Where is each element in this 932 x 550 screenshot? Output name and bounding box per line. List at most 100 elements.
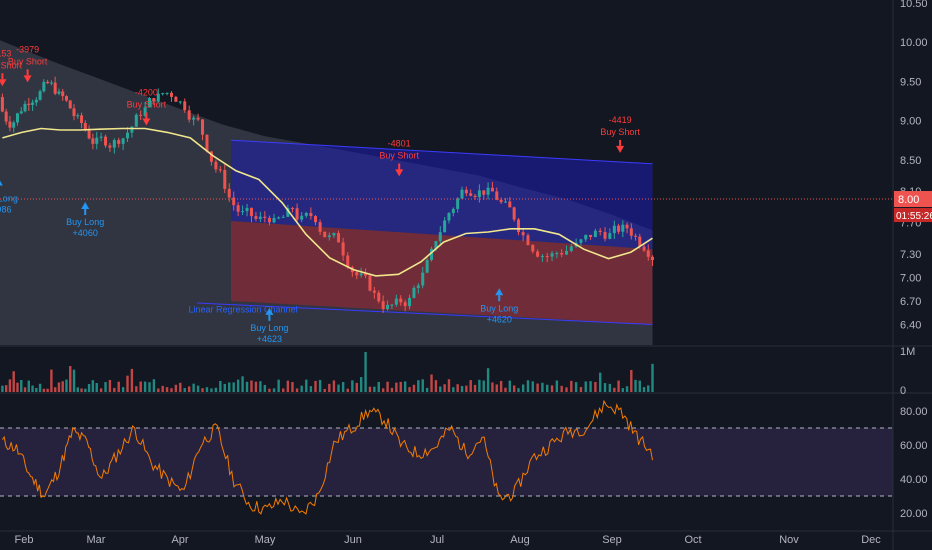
- candle-body[interactable]: [281, 216, 285, 218]
- candle-body[interactable]: [327, 235, 331, 238]
- candle-body[interactable]: [545, 256, 549, 258]
- volume-bar[interactable]: [201, 388, 204, 392]
- candle-body[interactable]: [83, 122, 87, 130]
- candle-body[interactable]: [80, 115, 84, 123]
- volume-bar[interactable]: [254, 381, 258, 392]
- volume-bar[interactable]: [268, 388, 271, 392]
- candle-body[interactable]: [536, 251, 540, 257]
- candle-body[interactable]: [178, 101, 182, 103]
- volume-bar[interactable]: [555, 380, 559, 392]
- volume-bar[interactable]: [135, 386, 138, 392]
- volume-bar[interactable]: [241, 376, 244, 392]
- candle-body[interactable]: [76, 115, 80, 117]
- candle-body[interactable]: [53, 82, 57, 94]
- candle-body[interactable]: [394, 298, 398, 305]
- candle-body[interactable]: [368, 275, 372, 291]
- candle-body[interactable]: [165, 92, 169, 94]
- volume-bar[interactable]: [395, 382, 398, 392]
- volume-bar[interactable]: [579, 387, 583, 392]
- volume-bar[interactable]: [351, 380, 354, 392]
- volume-bar[interactable]: [368, 386, 372, 392]
- volume-bar[interactable]: [430, 374, 433, 392]
- volume-bar[interactable]: [196, 385, 200, 392]
- volume-bar[interactable]: [35, 387, 38, 392]
- volume-bar[interactable]: [113, 387, 116, 392]
- candle-body[interactable]: [95, 137, 99, 144]
- candle-body[interactable]: [346, 255, 350, 268]
- signal-short-4[interactable]: -4200 Buy Short: [127, 87, 167, 126]
- candle-body[interactable]: [464, 189, 468, 194]
- volume-bar[interactable]: [346, 388, 349, 392]
- candle-body[interactable]: [495, 191, 499, 200]
- candle-body[interactable]: [258, 216, 262, 219]
- candle-body[interactable]: [134, 114, 138, 127]
- volume-bar[interactable]: [69, 365, 72, 392]
- volume-bar[interactable]: [647, 385, 650, 392]
- volume-bar[interactable]: [337, 384, 340, 392]
- volume-bar[interactable]: [377, 381, 380, 392]
- candle-body[interactable]: [72, 108, 76, 117]
- candle-body[interactable]: [148, 98, 152, 108]
- candle-body[interactable]: [46, 81, 50, 84]
- volume-bar[interactable]: [259, 381, 262, 392]
- volume-bar[interactable]: [165, 387, 169, 392]
- candle-body[interactable]: [245, 207, 249, 212]
- candle-body[interactable]: [126, 132, 130, 139]
- volume-bar[interactable]: [87, 384, 91, 392]
- volume-bar[interactable]: [1, 385, 4, 392]
- volume-bar[interactable]: [434, 380, 438, 392]
- volume-bar[interactable]: [305, 379, 308, 392]
- volume-bar[interactable]: [638, 380, 641, 392]
- signal-short-1[interactable]: -3979 Buy Short: [8, 44, 48, 83]
- signal-long-2[interactable]: Buy Long+3986: [0, 179, 18, 215]
- candle-body[interactable]: [31, 102, 35, 105]
- volume-bar[interactable]: [536, 383, 539, 392]
- volume-bar[interactable]: [232, 382, 235, 392]
- volume-bar[interactable]: [277, 379, 280, 392]
- candle-body[interactable]: [490, 187, 494, 192]
- volume-bar[interactable]: [152, 379, 156, 392]
- candle-body[interactable]: [27, 103, 31, 105]
- volume-bar[interactable]: [608, 383, 612, 392]
- candle-body[interactable]: [612, 225, 616, 234]
- candle-body[interactable]: [323, 231, 327, 238]
- candle-body[interactable]: [236, 205, 240, 212]
- volume-bar[interactable]: [625, 386, 629, 392]
- candle-body[interactable]: [263, 216, 267, 218]
- volume-bar[interactable]: [421, 379, 424, 392]
- volume-bar[interactable]: [286, 380, 290, 392]
- candle-body[interactable]: [386, 304, 390, 310]
- volume-bar[interactable]: [443, 384, 446, 392]
- candle-body[interactable]: [42, 81, 46, 92]
- candle-body[interactable]: [99, 136, 103, 138]
- volume-bar[interactable]: [179, 382, 182, 392]
- candle-body[interactable]: [531, 244, 535, 252]
- volume-bar[interactable]: [50, 369, 53, 392]
- volume-bar[interactable]: [272, 388, 276, 392]
- volume-bar[interactable]: [499, 380, 503, 392]
- volume-bar[interactable]: [328, 383, 331, 392]
- volume-bar[interactable]: [630, 369, 633, 392]
- candle-body[interactable]: [337, 233, 341, 243]
- candle-body[interactable]: [372, 290, 376, 293]
- candle-body[interactable]: [634, 235, 638, 237]
- volume-bar[interactable]: [309, 386, 313, 392]
- volume-bar[interactable]: [364, 352, 367, 392]
- volume-bar[interactable]: [399, 381, 402, 392]
- candle-body[interactable]: [608, 233, 612, 239]
- volume-bar[interactable]: [574, 382, 578, 392]
- candle-body[interactable]: [651, 256, 654, 261]
- volume-bar[interactable]: [447, 379, 451, 392]
- price-pane[interactable]: Linear Regression Channel-153Buy Short-3…: [0, 38, 893, 345]
- volume-bar[interactable]: [517, 388, 520, 392]
- volume-bar[interactable]: [72, 369, 76, 392]
- candle-body[interactable]: [381, 301, 385, 310]
- candle-body[interactable]: [447, 213, 451, 221]
- candle-body[interactable]: [272, 218, 276, 223]
- candle-body[interactable]: [593, 230, 597, 238]
- volume-bar[interactable]: [214, 387, 218, 392]
- volume-bar[interactable]: [469, 380, 472, 392]
- volume-bar[interactable]: [341, 382, 345, 392]
- volume-bar[interactable]: [390, 387, 394, 392]
- candle-body[interactable]: [223, 170, 227, 189]
